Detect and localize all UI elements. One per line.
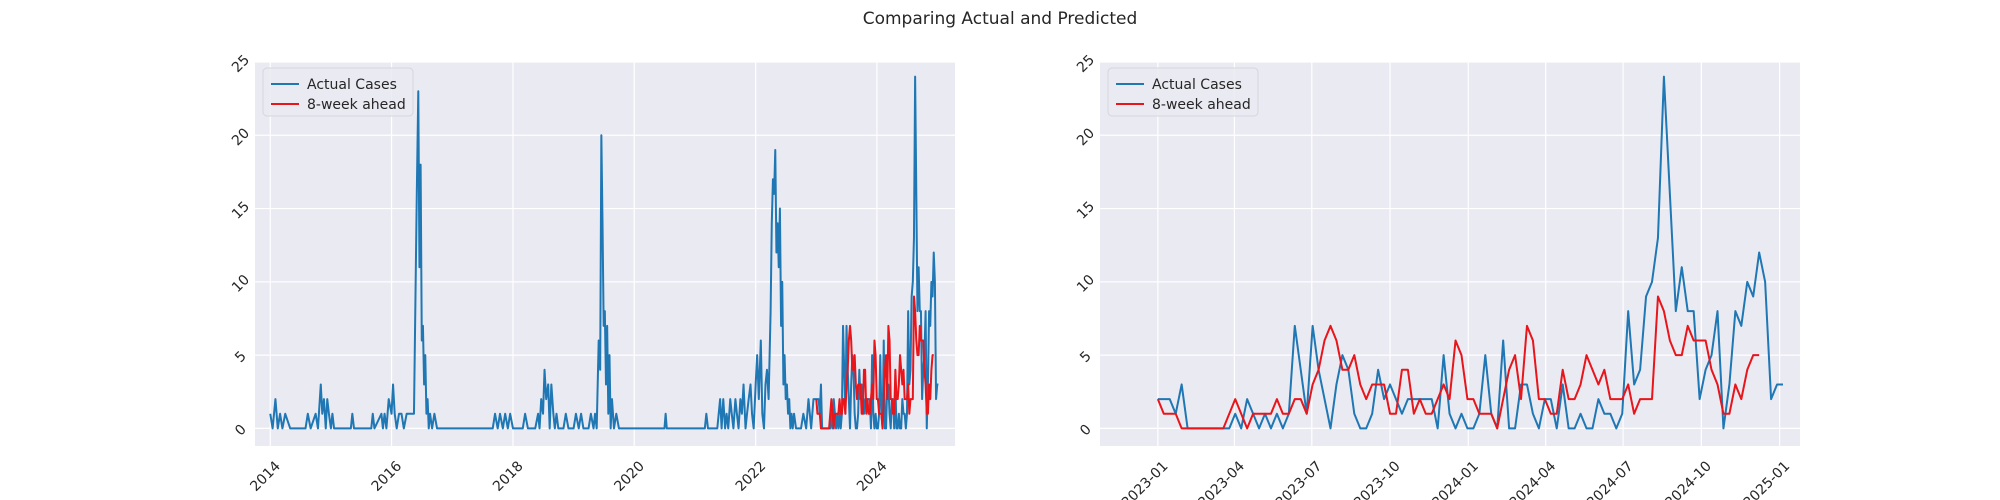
left-y-ticks: 0 5 10 15 20 25 — [229, 52, 253, 439]
left-legend: Actual Cases 8-week ahead — [262, 67, 414, 117]
figure-title: Comparing Actual and Predicted — [863, 9, 1138, 29]
left-lines — [269, 75, 939, 430]
left-y-tick-25: 25 — [229, 52, 253, 76]
left-x-tick-2: 2018 — [490, 458, 527, 495]
right-x-tick-8: 2025-01 — [1741, 458, 1794, 500]
right-y-tick-10: 10 — [1074, 272, 1098, 296]
left-y-tick-5: 5 — [232, 348, 250, 366]
left-chart-panel: 0 5 10 15 20 25 2014 2016 2018 2020 2022 2024 Actu… — [229, 52, 955, 495]
left-legend-label-1: 8-week ahead — [307, 97, 406, 113]
right-x-tick-7: 2024-10 — [1662, 458, 1715, 500]
left-series-actual-cases-line — [269, 75, 939, 430]
left-legend-box — [262, 67, 414, 117]
right-y-tick-0: 0 — [1077, 422, 1095, 440]
left-y-tick-10: 10 — [229, 272, 253, 296]
left-legend-label-0: Actual Cases — [307, 77, 397, 93]
right-x-tick-5: 2024-04 — [1507, 458, 1560, 500]
right-y-tick-5: 5 — [1077, 348, 1095, 366]
left-series-8-week-ahead-line — [815, 295, 934, 430]
left-y-tick-20: 20 — [229, 125, 253, 149]
right-y-tick-25: 25 — [1074, 52, 1098, 76]
right-series-8-week-ahead-line — [1156, 295, 1760, 430]
left-x-tick-1: 2016 — [369, 458, 406, 495]
right-x-tick-4: 2024-01 — [1429, 458, 1482, 500]
left-plot-area — [255, 62, 955, 446]
right-y-tick-15: 15 — [1074, 199, 1098, 223]
left-x-tick-3: 2020 — [611, 458, 648, 495]
right-x-ticks: 2023-01 2023-04 2023-07 2023-10 2024-01 2024-… — [1119, 458, 1793, 500]
left-grid — [255, 61, 955, 446]
left-x-ticks: 2014 2016 2018 2020 2022 2024 — [247, 458, 890, 495]
right-plot-area — [1100, 62, 1800, 446]
right-x-tick-2: 2023-07 — [1273, 458, 1326, 500]
right-legend: Actual Cases 8-week ahead — [1107, 67, 1259, 117]
right-x-tick-3: 2023-10 — [1351, 458, 1404, 500]
left-x-tick-5: 2024 — [854, 458, 891, 495]
right-legend-label-1: 8-week ahead — [1152, 97, 1251, 113]
right-legend-box — [1107, 67, 1259, 117]
right-x-tick-6: 2024-07 — [1584, 458, 1637, 500]
left-x-tick-0: 2014 — [247, 458, 284, 495]
right-series-actual-cases-line — [1157, 75, 1783, 430]
right-lines — [1156, 75, 1783, 430]
right-x-tick-0: 2023-01 — [1119, 458, 1172, 500]
right-legend-label-0: Actual Cases — [1152, 77, 1242, 93]
left-x-tick-4: 2022 — [733, 458, 770, 495]
left-y-tick-15: 15 — [229, 199, 253, 223]
left-y-tick-0: 0 — [232, 422, 250, 440]
right-x-tick-1: 2023-04 — [1195, 458, 1248, 500]
right-y-ticks: 0 5 10 15 20 25 — [1074, 52, 1098, 439]
right-y-tick-20: 20 — [1074, 125, 1098, 149]
